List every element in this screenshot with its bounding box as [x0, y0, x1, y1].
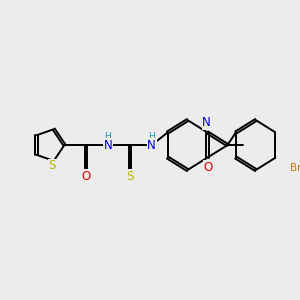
- Text: N: N: [202, 116, 211, 129]
- Text: N: N: [103, 139, 112, 152]
- Text: S: S: [126, 170, 134, 183]
- Text: O: O: [204, 161, 213, 174]
- Text: O: O: [82, 170, 91, 183]
- Text: H: H: [148, 132, 155, 141]
- Text: S: S: [48, 159, 56, 172]
- Text: H: H: [105, 132, 112, 141]
- Text: Br: Br: [290, 163, 300, 173]
- Text: N: N: [147, 139, 156, 152]
